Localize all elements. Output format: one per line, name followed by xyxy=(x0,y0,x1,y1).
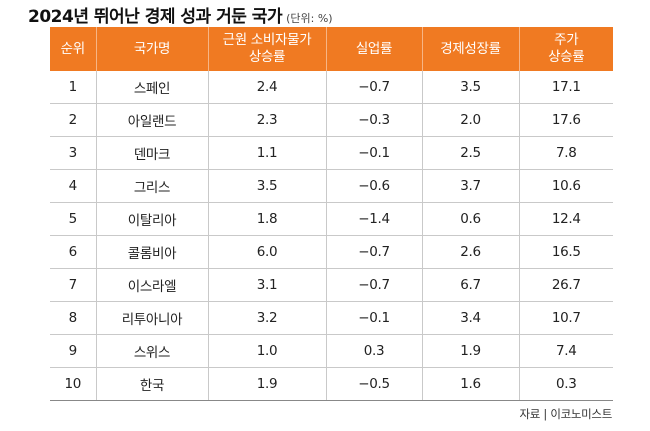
cell-unemployment: −0.5 xyxy=(325,367,422,401)
cell-gdp-growth: 2.5 xyxy=(421,136,519,170)
cell-country: 아일랜드 xyxy=(95,103,208,137)
cell-core-cpi: 1.8 xyxy=(207,202,326,236)
cell-rank: 7 xyxy=(50,268,96,302)
cell-stock-growth: 10.6 xyxy=(518,169,613,203)
cell-country: 스위스 xyxy=(95,334,208,368)
header-core-cpi: 근원 소비자물가 상승률 xyxy=(207,27,326,71)
cell-rank: 5 xyxy=(50,202,96,236)
table-row: 4 그리스 3.5 −0.6 3.7 10.6 xyxy=(50,169,613,203)
cell-gdp-growth: 6.7 xyxy=(421,268,519,302)
table-row: 9 스위스 1.0 0.3 1.9 7.4 xyxy=(50,334,613,368)
cell-country: 리투아니아 xyxy=(95,301,208,335)
cell-rank: 1 xyxy=(50,71,96,104)
cell-country: 이스라엘 xyxy=(95,268,208,302)
header-country: 국가명 xyxy=(95,27,208,71)
header-core-cpi-line1: 근원 소비자물가 xyxy=(222,32,312,48)
cell-unemployment: −0.1 xyxy=(325,301,422,335)
cell-core-cpi: 6.0 xyxy=(207,235,326,269)
cell-rank: 3 xyxy=(50,136,96,170)
cell-gdp-growth: 3.4 xyxy=(421,301,519,335)
cell-country: 콜롬비아 xyxy=(95,235,208,269)
cell-unemployment: 0.3 xyxy=(325,334,422,368)
cell-gdp-growth: 2.6 xyxy=(421,235,519,269)
table-row: 3 덴마크 1.1 −0.1 2.5 7.8 xyxy=(50,136,613,170)
cell-unemployment: −1.4 xyxy=(325,202,422,236)
cell-core-cpi: 1.1 xyxy=(207,136,326,170)
cell-unemployment: −0.6 xyxy=(325,169,422,203)
cell-stock-growth: 12.4 xyxy=(518,202,613,236)
cell-stock-growth: 26.7 xyxy=(518,268,613,302)
cell-core-cpi: 3.5 xyxy=(207,169,326,203)
cell-core-cpi: 2.4 xyxy=(207,71,326,104)
header-stock-line1: 주가 xyxy=(554,32,579,48)
table-row: 10 한국 1.9 −0.5 1.6 0.3 xyxy=(50,367,613,401)
cell-rank: 8 xyxy=(50,301,96,335)
cell-country: 이탈리아 xyxy=(95,202,208,236)
cell-gdp-growth: 3.5 xyxy=(421,71,519,104)
cell-unemployment: −0.7 xyxy=(325,71,422,104)
cell-rank: 4 xyxy=(50,169,96,203)
table-row: 8 리투아니아 3.2 −0.1 3.4 10.7 xyxy=(50,301,613,335)
header-stock-growth: 주가 상승률 xyxy=(518,27,613,71)
economic-performance-table: 순위 국가명 근원 소비자물가 상승률 실업률 경제성장률 주가 상승률 1 스… xyxy=(50,27,613,401)
table-row: 5 이탈리아 1.8 −1.4 0.6 12.4 xyxy=(50,202,613,236)
cell-unemployment: −0.1 xyxy=(325,136,422,170)
header-gdp-growth: 경제성장률 xyxy=(421,27,519,71)
cell-core-cpi: 3.1 xyxy=(207,268,326,302)
cell-country: 덴마크 xyxy=(95,136,208,170)
header-unemployment: 실업률 xyxy=(325,27,422,71)
cell-gdp-growth: 1.6 xyxy=(421,367,519,401)
cell-unemployment: −0.7 xyxy=(325,268,422,302)
table-row: 7 이스라엘 3.1 −0.7 6.7 26.7 xyxy=(50,268,613,302)
cell-stock-growth: 10.7 xyxy=(518,301,613,335)
header-core-cpi-line2: 상승률 xyxy=(248,49,286,65)
cell-country: 스페인 xyxy=(95,71,208,104)
page-title: 2024년 뛰어난 경제 성과 거둔 국가 xyxy=(28,7,283,27)
cell-gdp-growth: 0.6 xyxy=(421,202,519,236)
cell-core-cpi: 2.3 xyxy=(207,103,326,137)
cell-rank: 10 xyxy=(50,367,96,401)
cell-stock-growth: 0.3 xyxy=(518,367,613,401)
cell-country: 그리스 xyxy=(95,169,208,203)
cell-gdp-growth: 1.9 xyxy=(421,334,519,368)
cell-rank: 6 xyxy=(50,235,96,269)
cell-country: 한국 xyxy=(95,367,208,401)
cell-rank: 9 xyxy=(50,334,96,368)
cell-stock-growth: 17.1 xyxy=(518,71,613,104)
cell-core-cpi: 3.2 xyxy=(207,301,326,335)
cell-rank: 2 xyxy=(50,103,96,137)
source-note: 자료 | 이코노미스트 xyxy=(519,407,612,421)
cell-unemployment: −0.7 xyxy=(325,235,422,269)
cell-gdp-growth: 2.0 xyxy=(421,103,519,137)
cell-stock-growth: 7.8 xyxy=(518,136,613,170)
table-row: 6 콜롬비아 6.0 −0.7 2.6 16.5 xyxy=(50,235,613,269)
unit-note: (단위: %) xyxy=(286,12,333,25)
header-rank: 순위 xyxy=(50,27,96,71)
header-stock-line2: 상승률 xyxy=(548,49,585,65)
title-row: 2024년 뛰어난 경제 성과 거둔 국가 (단위: %) xyxy=(28,2,333,30)
cell-stock-growth: 17.6 xyxy=(518,103,613,137)
cell-core-cpi: 1.0 xyxy=(207,334,326,368)
table-row: 2 아일랜드 2.3 −0.3 2.0 17.6 xyxy=(50,103,613,137)
cell-core-cpi: 1.9 xyxy=(207,367,326,401)
table-row: 1 스페인 2.4 −0.7 3.5 17.1 xyxy=(50,71,613,104)
cell-stock-growth: 7.4 xyxy=(518,334,613,368)
cell-gdp-growth: 3.7 xyxy=(421,169,519,203)
header-row: 순위 국가명 근원 소비자물가 상승률 실업률 경제성장률 주가 상승률 xyxy=(50,27,613,71)
cell-stock-growth: 16.5 xyxy=(518,235,613,269)
cell-unemployment: −0.3 xyxy=(325,103,422,137)
